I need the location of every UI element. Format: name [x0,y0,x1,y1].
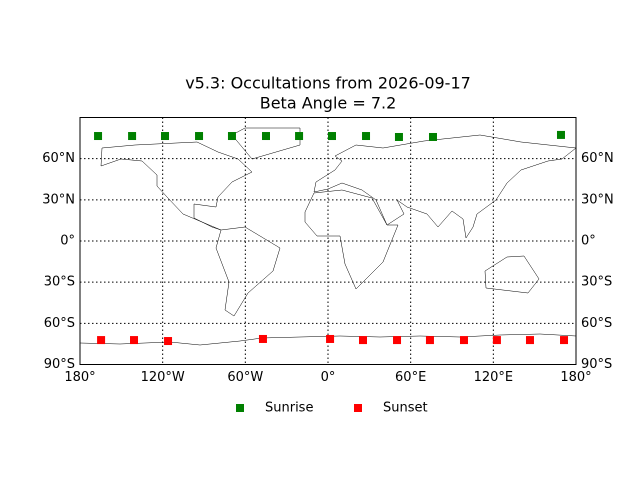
x-tick-label: 180° [64,370,95,385]
marker [358,336,367,345]
marker [459,336,468,345]
marker [262,132,270,141]
marker [393,336,402,345]
marker [161,132,170,141]
y-tick-label-right: 0° [581,234,596,249]
y-tick-label: 60°N [42,151,75,166]
x-tick-label: 120°E [474,370,514,385]
marker [227,132,236,141]
x-tick-label: 60°W [227,370,263,385]
marker [195,132,204,141]
marker [525,336,534,345]
marker [560,336,569,345]
x-tick-label: 0° [321,370,336,385]
chart-title: v5.3: Occultations from 2026-09-17 [185,74,471,93]
x-tick-label: 120°W [141,370,185,385]
marker [556,130,565,139]
marker [326,334,335,343]
marker [295,132,304,141]
x-tick-label: 180° [560,370,591,385]
y-tick-label: 30°S [44,275,75,290]
marker [94,132,103,141]
y-tick-label-right: 30°S [581,275,612,290]
legend-marker [236,404,244,412]
legend-label: Sunrise [265,401,313,416]
chart-subtitle: Beta Angle = 7.2 [260,94,397,113]
marker [128,132,137,141]
legend-marker [354,404,362,412]
marker [428,132,437,141]
marker [394,132,403,141]
x-tick-label: 60°E [395,370,426,385]
marker [425,336,434,345]
y-tick-label: 0° [60,234,75,249]
y-tick-label: 60°S [44,316,75,331]
y-tick-label-right: 60°N [581,151,614,166]
marker [97,336,106,345]
marker [492,336,501,345]
y-tick-label: 90°S [44,357,75,372]
coastlines [79,127,577,346]
y-tick-label-right: 60°S [581,316,612,331]
y-tick-label-right: 30°N [581,192,614,207]
y-tick-label-right: 90°S [581,357,612,372]
marker [362,132,371,141]
y-tick-label: 30°N [42,192,75,207]
marker [327,132,336,141]
marker [258,334,267,343]
marker [130,336,139,345]
marker [164,337,173,346]
legend-label: Sunset [383,401,428,416]
